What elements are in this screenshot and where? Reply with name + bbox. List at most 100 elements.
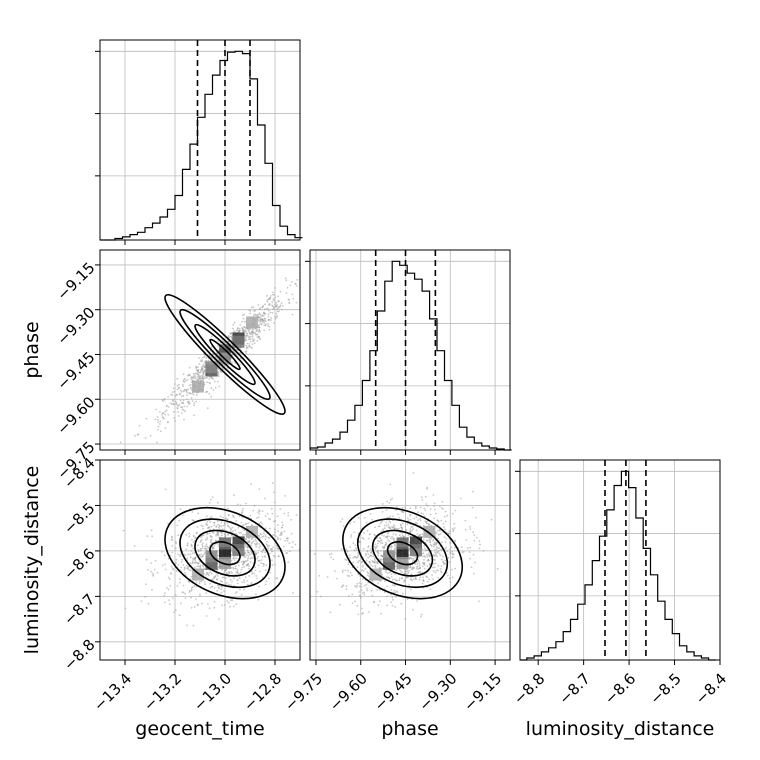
scatter-point	[432, 578, 434, 581]
scatter-point	[386, 585, 389, 588]
scatter-point	[423, 558, 425, 561]
scatter-point	[357, 561, 360, 563]
scatter-point	[319, 595, 322, 598]
scatter-point	[194, 372, 197, 375]
scatter-point	[152, 575, 155, 577]
scatter-point	[423, 554, 426, 557]
scatter-point	[244, 533, 246, 536]
scatter-point	[188, 366, 191, 369]
scatter-point	[240, 521, 243, 524]
scatter-point	[192, 562, 194, 564]
scatter-point	[229, 578, 232, 581]
scatter-point	[374, 548, 377, 550]
scatter-point	[449, 551, 452, 554]
scatter-point	[193, 535, 195, 538]
scatter-point	[285, 279, 288, 282]
scatter-point	[211, 531, 214, 534]
scatter-point	[222, 340, 225, 343]
scatter-point	[229, 605, 231, 608]
scatter-point	[418, 561, 420, 563]
scatter-point	[182, 584, 185, 587]
scatter-point	[469, 528, 472, 530]
scatter-point	[196, 373, 199, 375]
scatter-point	[288, 542, 291, 545]
scatter-point	[171, 391, 174, 394]
scatter-point	[407, 517, 409, 520]
scatter-point	[124, 607, 127, 610]
scatter-point	[257, 559, 260, 562]
scatter-point	[206, 524, 209, 527]
scatter-point	[402, 592, 404, 595]
scatter-point	[192, 520, 195, 522]
scatter-point	[216, 344, 219, 347]
scatter-point	[172, 411, 175, 413]
scatter-point	[205, 523, 208, 526]
scatter-point	[161, 551, 163, 553]
scatter-point	[205, 573, 208, 576]
scatter-point	[345, 548, 348, 551]
scatter-point	[209, 535, 212, 537]
scatter-point	[185, 564, 188, 567]
scatter-point	[245, 352, 248, 354]
scatter-point	[401, 522, 404, 525]
scatter-point	[371, 518, 374, 521]
scatter-point	[302, 290, 304, 292]
scatter-point	[195, 585, 198, 588]
scatter-point	[424, 495, 427, 498]
scatter-point	[181, 408, 184, 411]
scatter-point	[252, 540, 255, 542]
scatter-point	[401, 532, 404, 534]
scatter-point	[185, 534, 188, 536]
scatter-point	[381, 511, 384, 513]
scatter-point	[472, 490, 474, 493]
scatter-point	[192, 375, 195, 378]
scatter-point	[198, 560, 201, 563]
tick-label-x-geocent_time: −12.8	[240, 670, 285, 715]
scatter-point	[196, 561, 198, 564]
scatter-point	[295, 514, 298, 516]
scatter-point	[295, 301, 298, 304]
scatter-point	[319, 257, 321, 259]
scatter-point	[357, 613, 360, 616]
scatter-point	[177, 553, 179, 556]
scatter-point	[270, 317, 273, 319]
axis-label-phase: phase	[381, 718, 438, 740]
scatter-point	[241, 509, 244, 512]
scatter-point	[187, 401, 190, 404]
scatter-point	[422, 555, 424, 558]
scatter-point	[227, 533, 230, 536]
scatter-point	[254, 543, 256, 545]
scatter-point	[249, 335, 252, 338]
scatter-point	[401, 571, 403, 574]
tick-label-y-luminosity_distance: −8.5	[60, 499, 98, 537]
scatter-point	[223, 604, 226, 606]
scatter-point	[230, 528, 233, 531]
scatter-point	[210, 376, 213, 379]
scatter-point	[412, 608, 414, 611]
scatter-point	[395, 508, 397, 511]
scatter-point	[161, 412, 164, 415]
tick-label-x-luminosity_distance: −8.6	[601, 670, 639, 708]
axis-label-luminosity_distance: luminosity_distance	[526, 718, 715, 740]
2d-panel-geocent_time-luminosity_distance	[99, 459, 325, 661]
scatter-point	[208, 607, 211, 610]
scatter-point	[256, 517, 258, 519]
scatter-point	[176, 377, 179, 380]
scatter-point	[218, 587, 220, 590]
scatter-point	[199, 564, 202, 567]
scatter-point	[386, 532, 389, 535]
scatter-point	[151, 572, 154, 575]
scatter-point	[408, 554, 410, 556]
scatter-point	[386, 604, 389, 607]
scatter-point	[422, 576, 424, 579]
scatter-point	[278, 310, 280, 313]
scatter-point	[202, 565, 205, 568]
scatter-point	[323, 552, 325, 554]
scatter-point	[239, 363, 242, 366]
scatter-point	[381, 546, 384, 548]
scatter-point	[214, 386, 217, 389]
density-cell	[396, 537, 409, 550]
scatter-point	[186, 398, 188, 401]
scatter-point	[252, 314, 255, 317]
scatter-point	[255, 593, 257, 596]
